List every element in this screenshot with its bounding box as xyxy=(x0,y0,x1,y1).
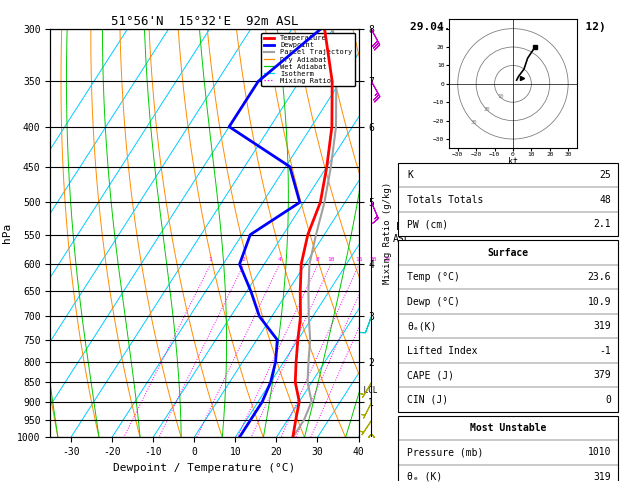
Text: K: K xyxy=(407,170,413,180)
FancyBboxPatch shape xyxy=(398,163,618,237)
Text: 10.9: 10.9 xyxy=(587,296,611,307)
Text: 25: 25 xyxy=(599,170,611,180)
Legend: Temperature, Dewpoint, Parcel Trajectory, Dry Adiabat, Wet Adiabat, Isotherm, Mi: Temperature, Dewpoint, Parcel Trajectory… xyxy=(261,33,355,87)
Text: PW (cm): PW (cm) xyxy=(407,219,448,229)
Text: -1: -1 xyxy=(599,346,611,356)
Text: Pressure (mb): Pressure (mb) xyxy=(407,448,483,457)
Text: 319: 319 xyxy=(594,472,611,482)
Text: 25: 25 xyxy=(383,257,391,262)
Y-axis label: km
ASL: km ASL xyxy=(393,223,411,244)
Text: 319: 319 xyxy=(594,321,611,331)
Text: 30: 30 xyxy=(471,120,477,125)
Text: 1010: 1010 xyxy=(587,448,611,457)
Text: 16: 16 xyxy=(355,257,363,262)
Text: 2.1: 2.1 xyxy=(594,219,611,229)
Text: Temp (°C): Temp (°C) xyxy=(407,272,460,282)
Text: 1: 1 xyxy=(209,257,213,262)
Text: Mixing Ratio (g/kg): Mixing Ratio (g/kg) xyxy=(383,182,392,284)
X-axis label: kt: kt xyxy=(508,157,518,166)
Text: Lifted Index: Lifted Index xyxy=(407,346,477,356)
Text: 10: 10 xyxy=(327,257,335,262)
Text: 2: 2 xyxy=(242,257,246,262)
Text: 48: 48 xyxy=(599,195,611,205)
Text: Totals Totals: Totals Totals xyxy=(407,195,483,205)
Title: 51°56'N  15°32'E  92m ASL: 51°56'N 15°32'E 92m ASL xyxy=(111,15,298,28)
Text: Surface: Surface xyxy=(487,247,528,258)
Text: 8: 8 xyxy=(316,257,320,262)
FancyBboxPatch shape xyxy=(398,240,618,412)
FancyBboxPatch shape xyxy=(398,416,618,486)
Y-axis label: hPa: hPa xyxy=(1,223,11,243)
Text: 0: 0 xyxy=(605,395,611,404)
Text: 20: 20 xyxy=(369,257,377,262)
Text: 10: 10 xyxy=(497,94,503,99)
Text: Dewp (°C): Dewp (°C) xyxy=(407,296,460,307)
Text: 23.6: 23.6 xyxy=(587,272,611,282)
Text: Most Unstable: Most Unstable xyxy=(470,423,546,433)
Text: 29.04.2024  18GMT  (Base: 12): 29.04.2024 18GMT (Base: 12) xyxy=(410,21,606,32)
Text: CIN (J): CIN (J) xyxy=(407,395,448,404)
X-axis label: Dewpoint / Temperature (°C): Dewpoint / Temperature (°C) xyxy=(113,463,296,473)
Text: CAPE (J): CAPE (J) xyxy=(407,370,454,380)
Text: θₑ (K): θₑ (K) xyxy=(407,472,442,482)
Text: 4: 4 xyxy=(277,257,281,262)
Text: © weatheronline.co.uk: © weatheronline.co.uk xyxy=(452,467,564,475)
Text: 20: 20 xyxy=(484,107,491,112)
Text: θₑ(K): θₑ(K) xyxy=(407,321,437,331)
Text: 379: 379 xyxy=(594,370,611,380)
Text: LCL: LCL xyxy=(359,386,377,395)
